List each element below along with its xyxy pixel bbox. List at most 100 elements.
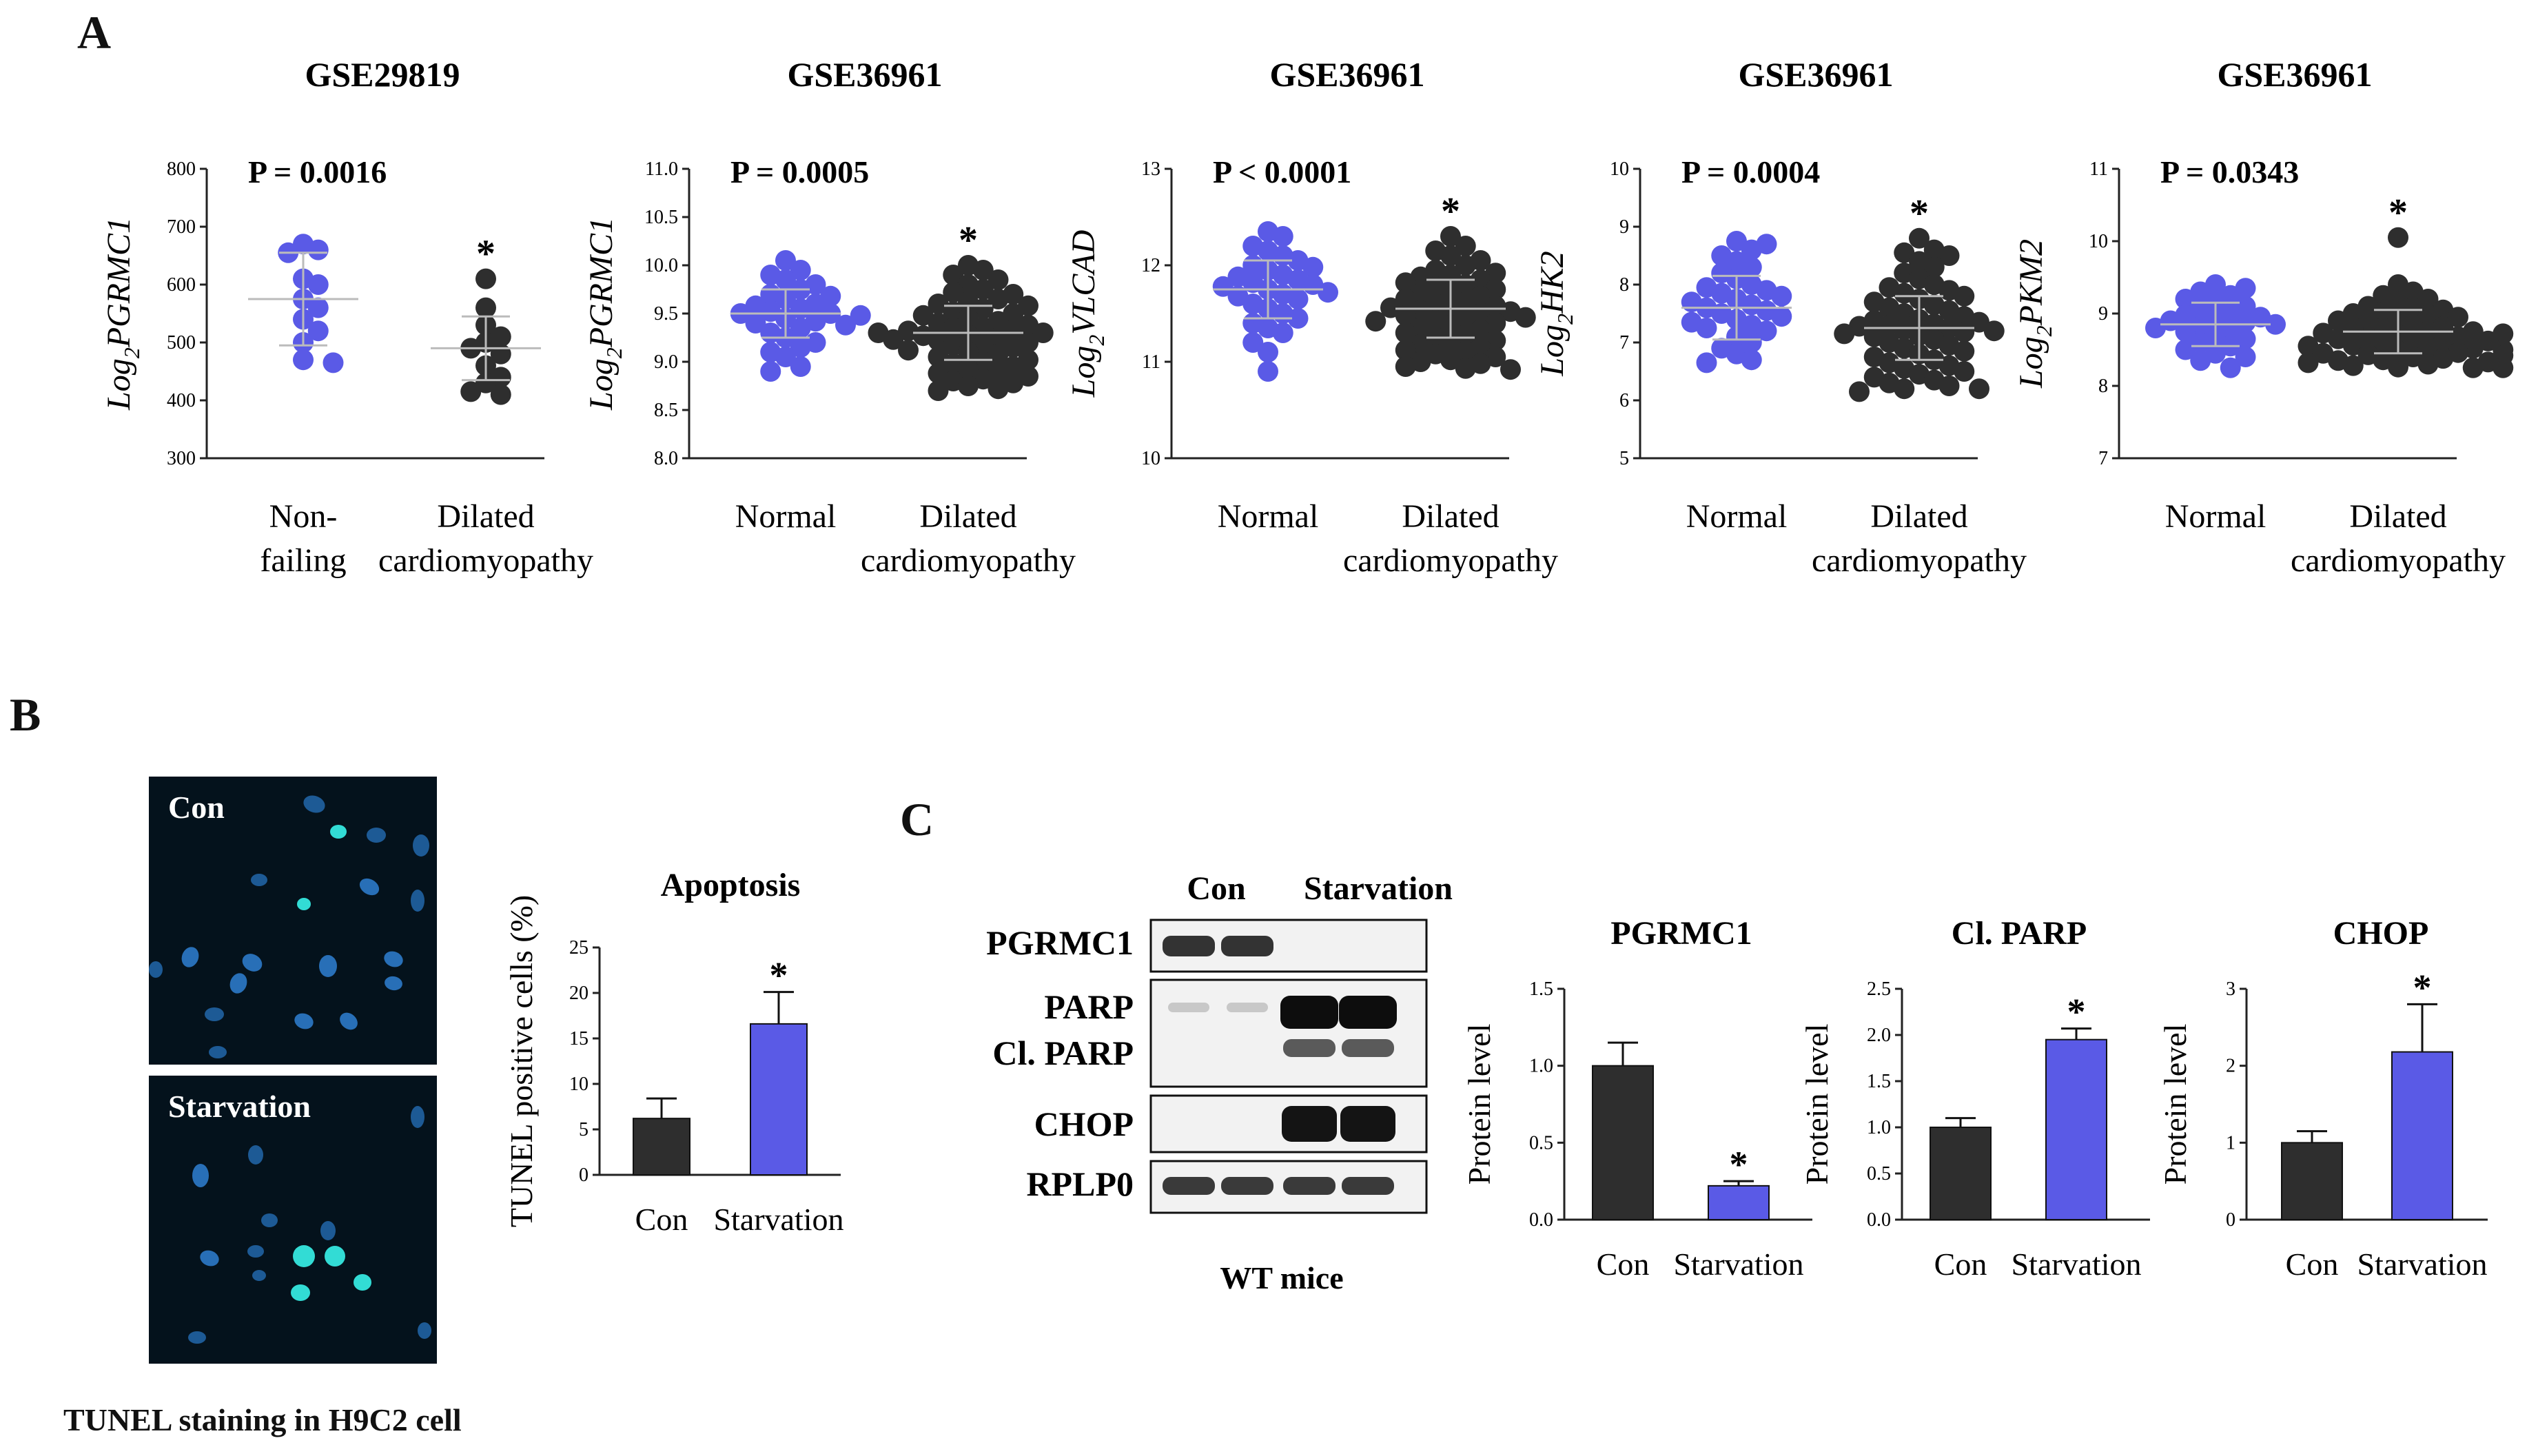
chart4-title: GSE36961 xyxy=(2217,55,2372,94)
con-nucleus-16 xyxy=(209,1046,227,1058)
chart8-xlabel-starvation: Starvation xyxy=(2357,1247,2487,1282)
con-nucleus-18 xyxy=(251,874,267,886)
chart2-group1-point-18 xyxy=(1395,289,1416,309)
chart2-ylabel-log: Log xyxy=(1065,346,1102,398)
chart2-ytick-label-2: 12 xyxy=(1141,255,1160,276)
chart3-group0-point-0 xyxy=(1726,231,1747,252)
chart1-ylabel-sub: 2 xyxy=(602,347,626,358)
chart3-p-value: P = 0.0004 xyxy=(1681,154,1820,189)
chart1-group1-point-43 xyxy=(958,359,979,380)
chart0-ytick-label-1: 400 xyxy=(167,390,196,411)
chart7-ytick-label-1: 0.5 xyxy=(1867,1163,1891,1185)
chart1-group1-point-1 xyxy=(972,260,994,280)
band-clparp-lane3 xyxy=(1342,1039,1394,1057)
starv-nucleus-1 xyxy=(192,1164,209,1187)
chart0-group1-point-1 xyxy=(475,297,496,318)
chart3-group0-point-26 xyxy=(1741,332,1762,353)
chart4-group1-point-32 xyxy=(2342,335,2364,356)
chart3-group0-point-19 xyxy=(1771,306,1792,327)
con-nucleus-14 xyxy=(294,1013,314,1029)
chart1-group0-point-15 xyxy=(850,305,871,326)
blot-label-parp: PARP xyxy=(1044,987,1134,1026)
chart8-significance-star: * xyxy=(2413,967,2432,1008)
tunel-image-starvation-label: Starvation xyxy=(168,1089,311,1124)
chart4-group0-point-26 xyxy=(2190,350,2211,371)
chart4-ytick-label-3: 10 xyxy=(2089,231,2108,252)
chart2-ylabel-sub: 2 xyxy=(1084,335,1109,346)
chart6-ytick-label-2: 1.0 xyxy=(1529,1056,1553,1077)
chart1-ytick-label-5: 10.5 xyxy=(644,207,678,228)
bar-chart-chop: CHOP Protein level 0 1 2 3 Con Starvation * xyxy=(2164,915,2488,1282)
chart1-group0-label-0: Normal xyxy=(735,498,837,535)
chart2-group1-point-0 xyxy=(1440,226,1461,247)
chart6-significance-star: * xyxy=(1730,1144,1748,1185)
con-nucleus-11 xyxy=(384,951,403,967)
chart0-group1-point-0 xyxy=(475,268,496,289)
chart8-title: CHOP xyxy=(2333,915,2429,952)
panel-letter-c: C xyxy=(900,793,934,845)
chart1-p-value: P = 0.0005 xyxy=(730,154,869,189)
chart6-ylabel: Protein level xyxy=(1468,1024,1497,1185)
chart2-title: GSE36961 xyxy=(1269,55,1424,94)
starv-nucleus-10 xyxy=(291,1284,310,1301)
chart3-group1-point-51 xyxy=(1969,378,1989,400)
chart0-group1-label-0: Dilated xyxy=(437,498,534,535)
starv-nucleus-8 xyxy=(325,1246,345,1267)
chart4-group1-point-14 xyxy=(2328,310,2348,331)
scatter-chart-gse36961-pgrmc1: GSE36961 P = 0.0005 Log2PGRMC1 8.0 8.5 9.0 9.5… xyxy=(583,55,1076,579)
chart2-significance-star: * xyxy=(1441,190,1460,233)
starv-nucleus-11 xyxy=(252,1270,266,1281)
chart3-ytick-label-1: 6 xyxy=(1619,390,1629,411)
chart5-bar-con xyxy=(633,1118,690,1176)
con-nucleus-1 xyxy=(367,828,386,843)
chart1-group1-label-0: Dilated xyxy=(919,498,1016,535)
chart4-group1-point-0 xyxy=(2388,227,2408,248)
tunel-nuclei-con xyxy=(149,795,429,1058)
chart0-ytick-label-4: 700 xyxy=(167,216,196,238)
blot-label-rplp0: RPLP0 xyxy=(1026,1165,1134,1203)
chart5-xlabel-con: Con xyxy=(635,1202,688,1237)
chart5-ytick-label-4: 20 xyxy=(569,983,589,1004)
chart2-group1-point-47 xyxy=(1440,349,1461,371)
chart2-group1-point-27 xyxy=(1395,305,1416,326)
chart7-ytick-label-5: 2.5 xyxy=(1867,978,1891,1000)
chart2-group0-point-28 xyxy=(1258,342,1278,362)
chart3-significance-star: * xyxy=(1910,192,1929,235)
band-rplp0-lane1 xyxy=(1221,1177,1273,1195)
chart2-group1-label-1: cardiomyopathy xyxy=(1343,542,1558,579)
chart3-ytick-label-0: 5 xyxy=(1619,448,1629,469)
chart2-group1-point-36 xyxy=(1395,322,1416,343)
chart3-group1-label-0: Dilated xyxy=(1870,498,1967,535)
chart3-ylabel-gene: HK2 xyxy=(1534,251,1570,314)
chart1-group1-point-6 xyxy=(943,282,964,303)
chart3-group0-point-5 xyxy=(1741,256,1762,278)
chart3-ylabel-log: Log xyxy=(1534,325,1570,377)
chart8-ytick-label-1: 1 xyxy=(2226,1132,2235,1153)
panel-letter-a: A xyxy=(77,6,112,59)
chart3-group1-point-29 xyxy=(1954,321,1975,342)
chart5-ylabel: TUNEL positive cells (%) xyxy=(504,895,539,1227)
chart2-group0-point-26 xyxy=(1272,322,1293,343)
chart0-group1-label-1: cardiomyopathy xyxy=(378,542,593,579)
chart2-group0-point-23 xyxy=(1287,308,1309,329)
chart1-group1-point-35 xyxy=(898,340,919,361)
chart4-ylabel-sub: 2 xyxy=(2032,325,2056,336)
chart7-ytick-label-3: 1.5 xyxy=(1867,1071,1891,1092)
chart3-group0-point-2 xyxy=(1741,239,1762,260)
chart0-group0-point-4 xyxy=(307,274,329,295)
chart3-ytick-label-3: 8 xyxy=(1619,274,1629,296)
band-parp-faint-lane0 xyxy=(1168,1003,1209,1012)
blot-label-pgrmc1: PGRMC1 xyxy=(986,923,1134,962)
chart2-group1-label-0: Dilated xyxy=(1402,498,1499,535)
chart3-group1-point-0 xyxy=(1909,227,1930,249)
chart3-group1-point-5 xyxy=(1923,256,1945,278)
bar-chart-pgrmc1: PGRMC1 Protein level 0.0 0.5 1.0 1.5 Con Starva… xyxy=(1468,915,1812,1282)
chart1-ylabel: Log2PGRMC1 xyxy=(583,217,626,411)
chart4-significance-star: * xyxy=(2388,192,2408,234)
chart3-group1-point-52 xyxy=(1849,381,1870,402)
chart4-group1-point-19 xyxy=(2342,319,2364,340)
chart3-title: GSE36961 xyxy=(1738,55,1893,94)
chart4-group1-label-1: cardiomyopathy xyxy=(2291,542,2506,579)
chart3-group0-point-29 xyxy=(1741,349,1762,371)
band-rplp0-lane3 xyxy=(1342,1177,1394,1195)
